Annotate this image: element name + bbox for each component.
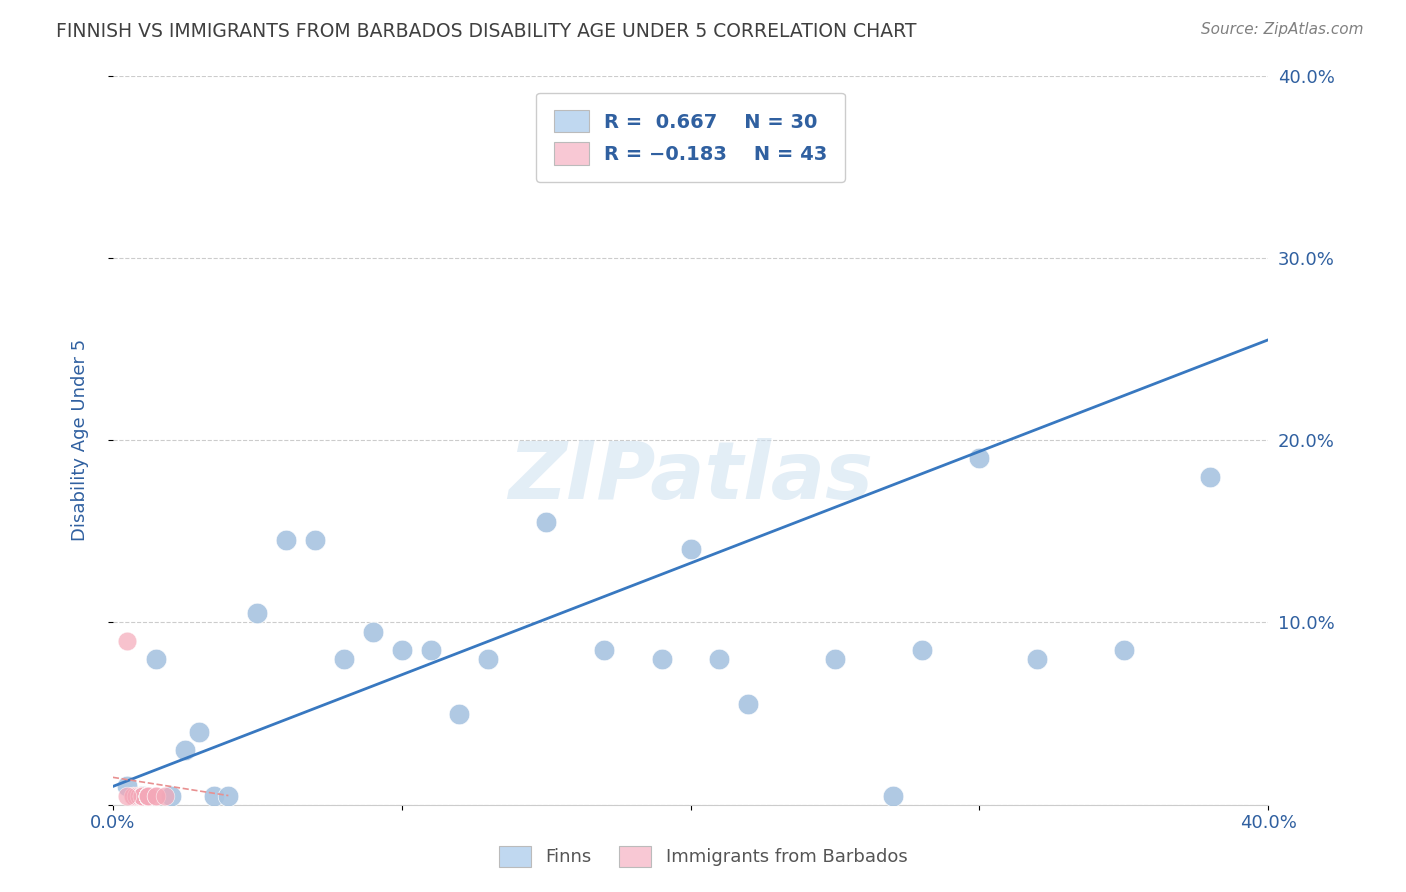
Point bbox=[304, 533, 326, 548]
Point bbox=[128, 789, 150, 803]
Point bbox=[125, 789, 148, 803]
Point bbox=[131, 789, 153, 803]
Point bbox=[122, 789, 145, 803]
Point bbox=[136, 789, 159, 803]
Point bbox=[136, 789, 159, 803]
Point bbox=[145, 789, 167, 803]
Point bbox=[159, 789, 181, 803]
Point bbox=[117, 780, 139, 794]
Point bbox=[361, 624, 384, 639]
Point bbox=[188, 724, 211, 739]
Point bbox=[131, 789, 153, 803]
Point bbox=[145, 652, 167, 666]
Legend: R =  0.667    N = 30, R = −0.183    N = 43: R = 0.667 N = 30, R = −0.183 N = 43 bbox=[536, 93, 845, 182]
Point bbox=[1026, 652, 1049, 666]
Point bbox=[136, 789, 159, 803]
Point bbox=[136, 789, 159, 803]
Point bbox=[131, 789, 153, 803]
Point bbox=[136, 789, 159, 803]
Point bbox=[125, 789, 148, 803]
Point bbox=[136, 789, 159, 803]
Point bbox=[136, 789, 159, 803]
Point bbox=[136, 789, 159, 803]
Point bbox=[333, 652, 356, 666]
Point bbox=[131, 789, 153, 803]
Point bbox=[131, 789, 153, 803]
Point bbox=[136, 789, 159, 803]
Point bbox=[131, 789, 153, 803]
Point bbox=[824, 652, 846, 666]
Point bbox=[131, 789, 153, 803]
Point bbox=[1199, 469, 1222, 483]
Point bbox=[117, 789, 139, 803]
Point bbox=[651, 652, 673, 666]
Point bbox=[136, 789, 159, 803]
Point bbox=[136, 789, 159, 803]
Point bbox=[153, 789, 176, 803]
Point bbox=[131, 789, 153, 803]
Text: FINNISH VS IMMIGRANTS FROM BARBADOS DISABILITY AGE UNDER 5 CORRELATION CHART: FINNISH VS IMMIGRANTS FROM BARBADOS DISA… bbox=[56, 22, 917, 41]
Point bbox=[128, 789, 150, 803]
Point bbox=[117, 633, 139, 648]
Point bbox=[969, 451, 991, 466]
Point bbox=[391, 642, 413, 657]
Point bbox=[136, 789, 159, 803]
Point bbox=[477, 652, 499, 666]
Point bbox=[592, 642, 614, 657]
Point bbox=[276, 533, 298, 548]
Point bbox=[910, 642, 932, 657]
Point bbox=[145, 789, 167, 803]
Point bbox=[217, 789, 239, 803]
Point bbox=[131, 789, 153, 803]
Point bbox=[174, 743, 197, 757]
Point bbox=[449, 706, 471, 721]
Text: Source: ZipAtlas.com: Source: ZipAtlas.com bbox=[1201, 22, 1364, 37]
Point bbox=[136, 789, 159, 803]
Point bbox=[1112, 642, 1135, 657]
Point bbox=[136, 789, 159, 803]
Point bbox=[131, 789, 153, 803]
Point bbox=[136, 789, 159, 803]
Legend: Finns, Immigrants from Barbados: Finns, Immigrants from Barbados bbox=[491, 838, 915, 874]
Point bbox=[679, 542, 702, 557]
Y-axis label: Disability Age Under 5: Disability Age Under 5 bbox=[72, 339, 89, 541]
Point bbox=[534, 515, 557, 529]
Point bbox=[246, 607, 269, 621]
Point bbox=[131, 789, 153, 803]
Point bbox=[202, 789, 225, 803]
Point bbox=[709, 652, 731, 666]
Point bbox=[131, 789, 153, 803]
Point bbox=[737, 698, 759, 712]
Point bbox=[136, 789, 159, 803]
Point bbox=[419, 642, 441, 657]
Point bbox=[136, 789, 159, 803]
Point bbox=[136, 789, 159, 803]
Point bbox=[131, 789, 153, 803]
Point bbox=[122, 789, 145, 803]
Point bbox=[136, 789, 159, 803]
Point bbox=[882, 789, 904, 803]
Text: ZIPatlas: ZIPatlas bbox=[508, 438, 873, 516]
Point bbox=[136, 789, 159, 803]
